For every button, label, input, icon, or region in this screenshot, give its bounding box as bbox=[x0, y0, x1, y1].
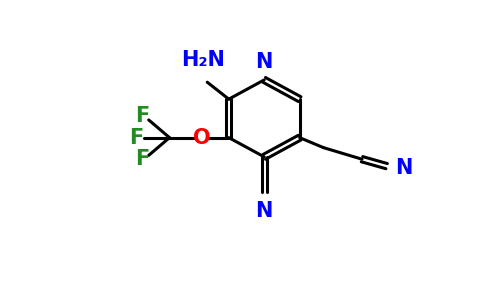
Text: F: F bbox=[129, 128, 144, 148]
Text: N: N bbox=[256, 201, 273, 221]
Text: N: N bbox=[256, 52, 273, 72]
Text: F: F bbox=[136, 149, 150, 169]
Text: H₂N: H₂N bbox=[182, 50, 226, 70]
Text: N: N bbox=[395, 158, 412, 178]
Text: O: O bbox=[193, 128, 211, 148]
Text: F: F bbox=[136, 106, 150, 126]
